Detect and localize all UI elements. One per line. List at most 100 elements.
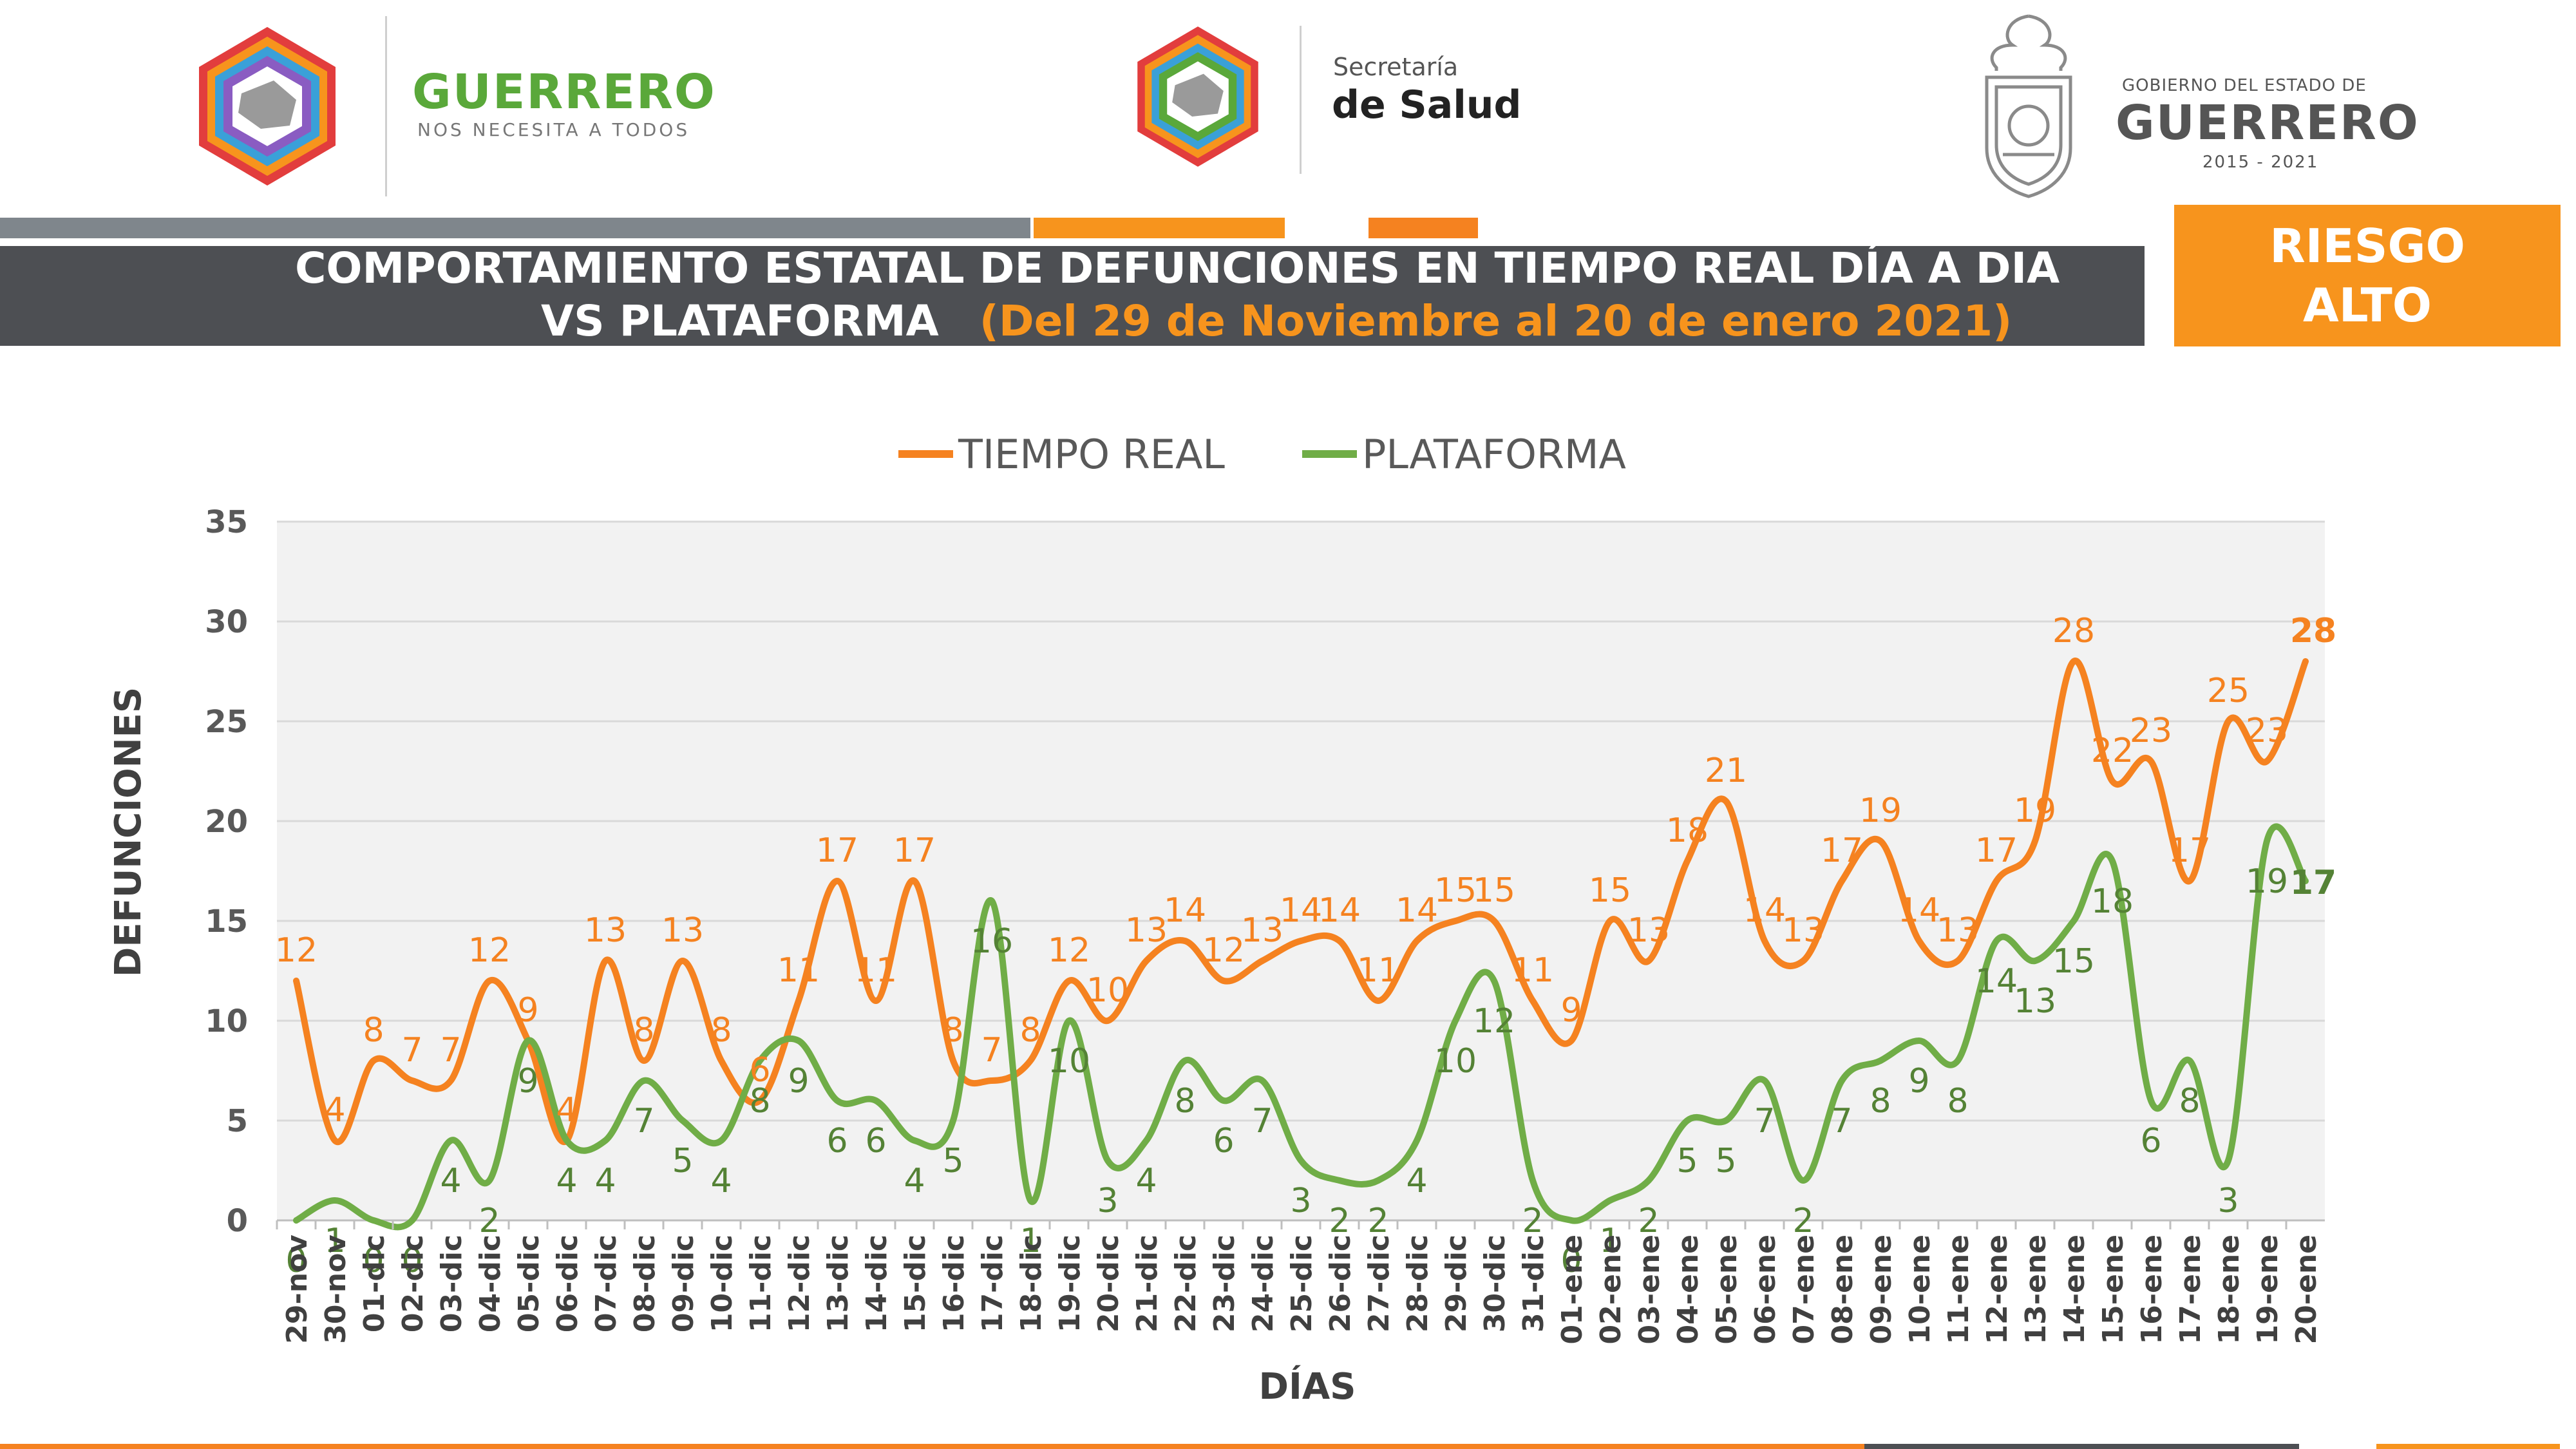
data-label-plataforma: 4 [556, 1162, 577, 1200]
x-tick-label: 19-ene [2251, 1235, 2284, 1345]
data-label-tiempo-real: 8 [942, 1011, 963, 1050]
x-tick-label: 08-ene [1826, 1235, 1859, 1345]
data-label-tiempo-real: 7 [401, 1031, 422, 1070]
x-tick-label: 05-ene [1710, 1235, 1743, 1345]
data-label-plataforma: 1 [1019, 1222, 1041, 1260]
x-tick-label: 15-ene [2097, 1235, 2130, 1345]
x-tick-label: 13-ene [2020, 1235, 2052, 1345]
x-tick-label: 10-ene [1904, 1235, 1937, 1345]
guerrero-wordmark: GUERRERO [412, 64, 716, 120]
header-stripe-orange-small [1368, 218, 1478, 238]
data-label-tiempo-real: 15 [1473, 871, 1515, 910]
data-label-tiempo-real: 21 [1705, 752, 1747, 790]
y-tick-label: 30 [205, 604, 248, 640]
data-label-tiempo-real: 8 [710, 1011, 732, 1050]
data-label-plataforma: 9 [1908, 1062, 1929, 1101]
x-tick-label: 08-dic [629, 1235, 661, 1332]
data-label-plataforma: 8 [1870, 1082, 1891, 1121]
data-label-tiempo-real: 13 [1241, 911, 1283, 950]
data-label-plataforma: 8 [749, 1082, 770, 1121]
x-tick-label: 28-dic [1401, 1235, 1434, 1332]
data-label-tiempo-real: 10 [1086, 971, 1129, 1010]
data-label-plataforma: 14 [1975, 962, 2018, 1001]
gov-line2: GUERRERO [2116, 95, 2420, 151]
data-label-plataforma: 4 [594, 1162, 616, 1200]
x-tick-label: 12-dic [783, 1235, 816, 1332]
data-label-tiempo-real: 13 [1782, 911, 1824, 950]
data-label-plataforma: 18 [2091, 882, 2134, 921]
data-label-tiempo-real: 13 [1125, 911, 1168, 950]
y-tick-label: 25 [205, 704, 248, 740]
data-label-plataforma: 2 [1367, 1202, 1388, 1240]
x-tick-label: 11-dic [744, 1235, 777, 1332]
data-label-tiempo-real: 4 [556, 1091, 577, 1130]
data-label-tiempo-real: 17 [1821, 831, 1863, 870]
data-label-plataforma: 1 [324, 1222, 345, 1260]
x-tick-label: 02-dic [397, 1235, 430, 1332]
x-tick-label: 22-dic [1170, 1235, 1202, 1332]
x-tick-label: 17-ene [2174, 1235, 2207, 1345]
data-label-plataforma: 5 [672, 1142, 693, 1180]
data-label-plataforma: 0 [1560, 1242, 1582, 1280]
data-label-plataforma: 4 [440, 1162, 461, 1200]
data-label-plataforma: 17 [2290, 864, 2336, 902]
data-label-plataforma: 2 [1792, 1202, 1814, 1240]
legend-label-plataforma: PLATAFORMA [1362, 431, 1626, 478]
y-tick-label: 15 [205, 904, 248, 940]
data-label-tiempo-real: 28 [2290, 612, 2336, 650]
x-tick-label: 11-ene [1942, 1235, 1975, 1345]
data-label-plataforma: 7 [1831, 1102, 1852, 1141]
chart-title-line1: COMPORTAMIENTO ESTATAL DE DEFUNCIONES EN… [295, 243, 2060, 293]
data-label-tiempo-real: 9 [517, 991, 538, 1030]
chart-title-subject: VS PLATAFORMA [541, 296, 939, 346]
data-label-tiempo-real: 8 [633, 1011, 654, 1050]
data-label-tiempo-real: 12 [1048, 931, 1090, 970]
footer-stripe-dark [1864, 1444, 2299, 1449]
data-label-tiempo-real: 17 [816, 831, 858, 870]
data-label-plataforma: 3 [2217, 1182, 2239, 1220]
guerrero-emblem-logo [199, 26, 336, 186]
data-label-tiempo-real: 11 [1357, 951, 1399, 990]
x-tick-label: 30-nov [319, 1235, 352, 1344]
data-label-plataforma: 15 [2052, 942, 2095, 981]
data-label-tiempo-real: 13 [661, 911, 704, 950]
data-label-plataforma: 6 [865, 1122, 886, 1160]
x-tick-label: 31-dic [1517, 1235, 1550, 1332]
x-tick-label: 17-dic [976, 1235, 1009, 1332]
data-label-plataforma: 4 [904, 1162, 925, 1200]
data-label-plataforma: 0 [363, 1242, 384, 1280]
data-label-plataforma: 9 [517, 1062, 538, 1101]
footer-stripe-orange [0, 1444, 1864, 1449]
y-tick-label: 35 [205, 504, 248, 540]
title-band [0, 246, 2145, 346]
x-tick-label: 30-dic [1479, 1235, 1511, 1332]
x-tick-label: 04-ene [1672, 1235, 1705, 1345]
x-tick-label: 15-dic [899, 1235, 932, 1332]
x-tick-label: 23-dic [1208, 1235, 1241, 1332]
data-label-tiempo-real: 14 [1280, 891, 1322, 930]
risk-badge-line2: ALTO [2302, 278, 2432, 332]
header-stripe-orange [1034, 218, 1285, 238]
data-label-plataforma: 0 [401, 1242, 422, 1280]
header-stripe-grey [0, 218, 1030, 238]
x-tick-label: 29-nov [281, 1235, 314, 1344]
salud-line2: de Salud [1332, 82, 1522, 128]
data-label-tiempo-real: 11 [1511, 951, 1554, 990]
data-label-plataforma: 16 [971, 922, 1013, 961]
x-tick-label: 03-dic [435, 1235, 468, 1332]
data-label-plataforma: 2 [478, 1202, 500, 1240]
x-tick-label: 19-dic [1054, 1235, 1086, 1332]
x-tick-label: 10-dic [706, 1235, 739, 1332]
x-tick-label: 21-dic [1131, 1235, 1164, 1332]
x-tick-label: 16-dic [938, 1235, 971, 1332]
x-tick-label: 14-ene [2058, 1235, 2091, 1345]
data-label-plataforma: 13 [2014, 982, 2056, 1021]
data-label-plataforma: 4 [1135, 1162, 1157, 1200]
data-label-plataforma: 5 [942, 1142, 963, 1180]
data-label-plataforma: 0 [285, 1242, 307, 1280]
x-tick-label: 14-dic [860, 1235, 893, 1332]
y-tick-label: 5 [227, 1103, 248, 1139]
x-tick-label: 13-dic [822, 1235, 855, 1332]
footer-stripe-orange-small [2376, 1444, 2560, 1449]
data-label-plataforma: 6 [2140, 1122, 2161, 1160]
